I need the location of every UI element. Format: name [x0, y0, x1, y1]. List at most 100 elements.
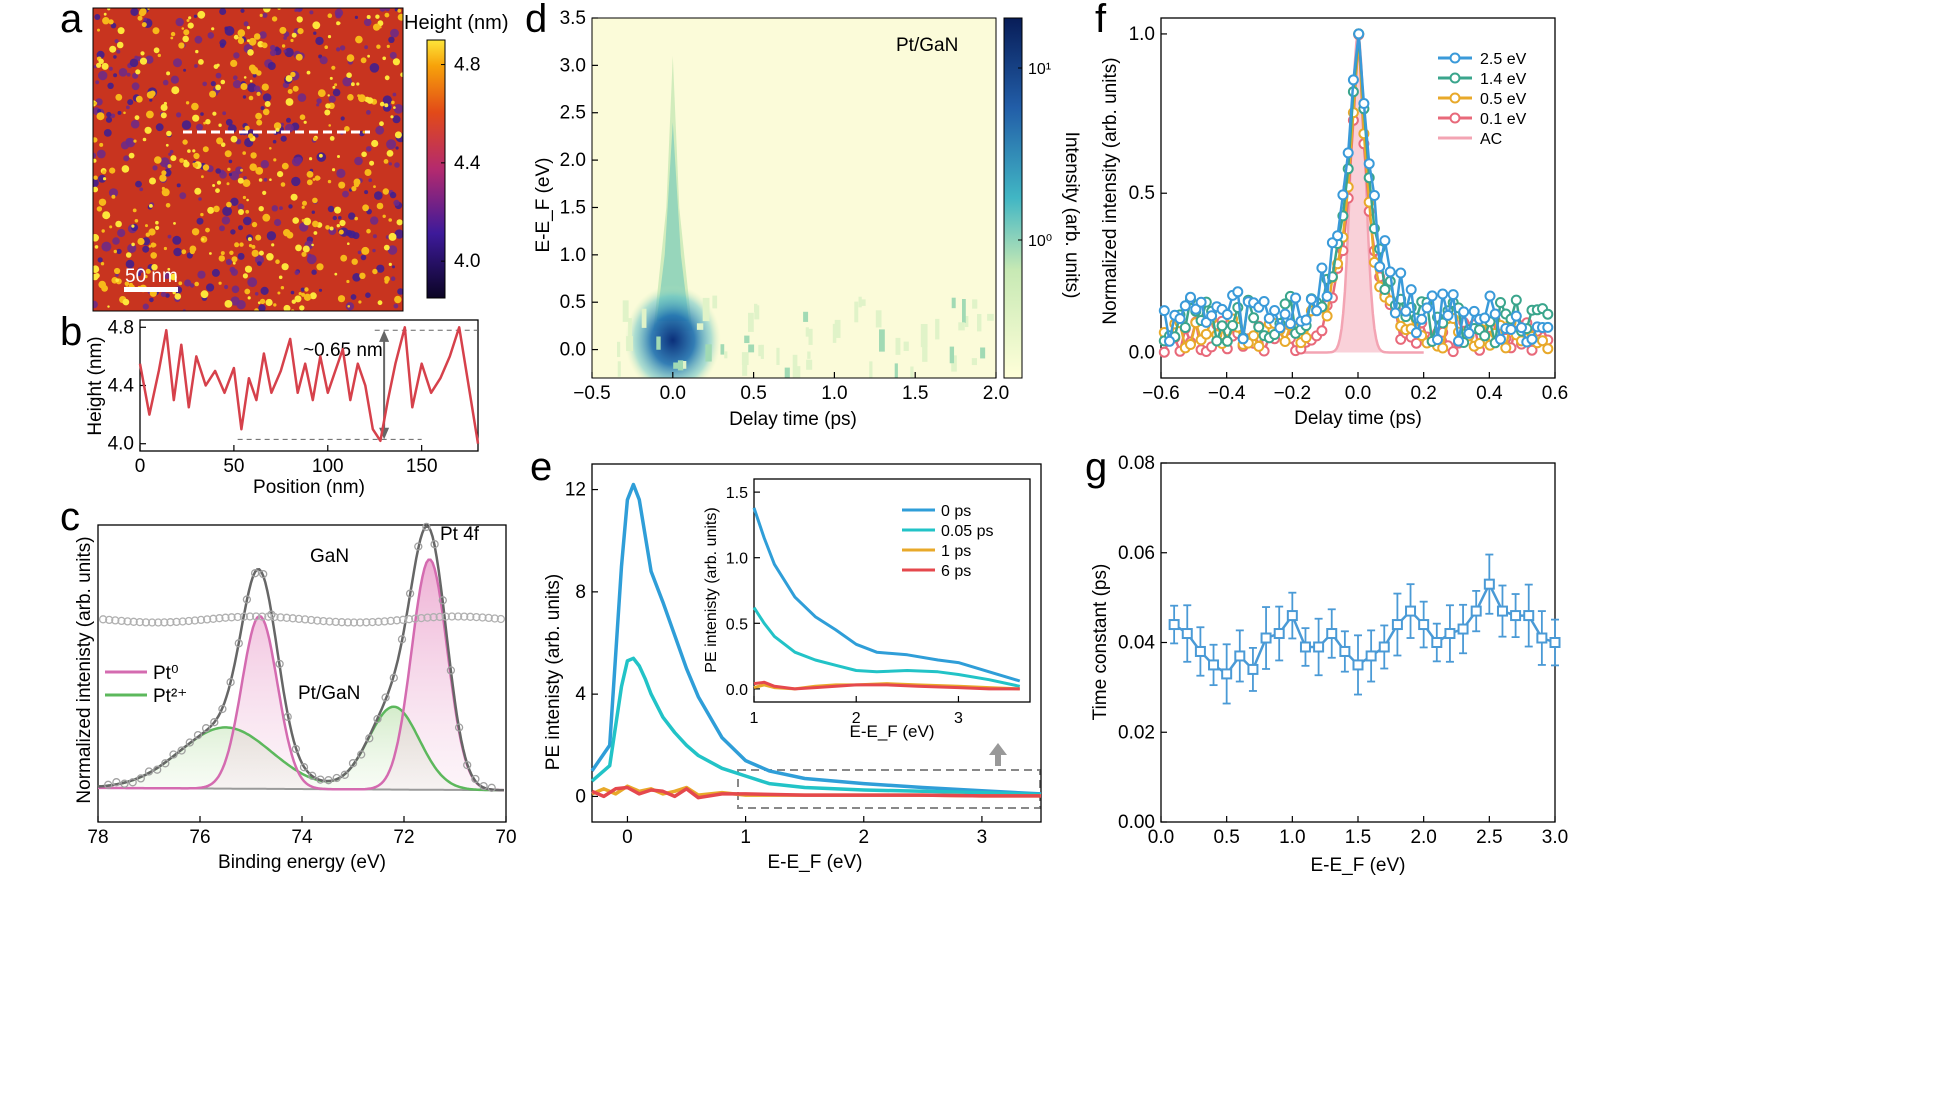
afm-grain: [123, 111, 126, 115]
afm-grain: [146, 110, 154, 119]
e-inset-ytick-label: 0.0: [726, 682, 748, 699]
afm-valley: [375, 125, 385, 135]
panel-label-a: a: [60, 0, 83, 41]
afm-valley: [392, 92, 397, 97]
f-series-point: [1405, 284, 1417, 296]
afm-grain: [249, 163, 257, 171]
afm-grain: [386, 150, 394, 157]
b-xlabel: Position (nm): [253, 477, 365, 498]
afm-grain: [99, 142, 104, 147]
afm-valley: [334, 8, 344, 17]
afm-grain: [351, 186, 357, 192]
afm-valley: [328, 95, 336, 103]
c-ptgan-point: [104, 780, 113, 789]
afm-grain: [388, 218, 393, 222]
f-legend-marker: [1449, 92, 1461, 104]
afm-valley: [365, 292, 371, 299]
d-noise-pixel: [673, 362, 680, 369]
afm-valley: [315, 36, 324, 46]
g-xtick-label: 0.5: [1213, 827, 1239, 848]
afm-grain: [303, 120, 307, 124]
f-series-point: [1510, 294, 1522, 306]
afm-valley: [125, 259, 135, 269]
c-ptgan-point: [234, 639, 243, 648]
afm-valley: [210, 81, 216, 87]
f-series-point: [1269, 305, 1281, 316]
afm-valley: [291, 176, 301, 187]
afm-grain: [182, 139, 188, 145]
afm-valley: [228, 172, 232, 177]
afm-grain: [247, 39, 250, 43]
c-gan-point: [209, 614, 218, 623]
c-gan-point: [215, 614, 224, 623]
g-series-point: [1391, 619, 1403, 631]
c-gan-point: [404, 615, 414, 624]
panel-label-d: d: [525, 0, 547, 41]
c-ptgan-point: [291, 744, 301, 754]
afm-valley: [232, 80, 242, 89]
afm-grain: [96, 62, 102, 68]
afm-grain: [275, 259, 280, 265]
panel-a: 50 nm Height (nm) 4.0 4.4 4.8: [92, 7, 508, 312]
f-series-point: [1190, 303, 1202, 315]
afm-valley: [108, 188, 119, 198]
afm-valley: [96, 149, 106, 159]
afm-grain: [292, 217, 300, 224]
d-noise-pixel: [903, 341, 909, 351]
afm-valley: [113, 55, 117, 59]
afm-valley: [243, 21, 249, 27]
afm-valley: [126, 105, 130, 110]
g-ytick-label: 0.04: [1118, 633, 1155, 654]
c-gan-point: [294, 614, 304, 624]
afm-grain: [271, 16, 278, 22]
afm-grain: [354, 216, 359, 221]
d-ytick-label: 0.5: [560, 292, 586, 313]
c-gan-point: [319, 616, 328, 626]
afm-grain: [237, 177, 244, 184]
afm-grain: [218, 281, 222, 285]
e-ytick-label: 8: [575, 582, 586, 603]
afm-grain: [230, 59, 238, 67]
afm-valley: [170, 75, 179, 84]
e-legend-label: 0 ps: [941, 503, 971, 520]
afm-grain: [205, 119, 211, 125]
afm-valley: [229, 266, 236, 273]
c-gan-point: [374, 617, 383, 626]
afm-grain: [255, 234, 262, 241]
d-ytick-label: 2.0: [560, 150, 586, 171]
f-legend-marker: [1449, 112, 1461, 124]
d-ylabel: E-E_F (eV): [533, 157, 554, 252]
afm-valley: [237, 252, 245, 260]
afm-grain: [290, 71, 296, 78]
afm-valley: [197, 270, 206, 279]
afm-valley: [366, 146, 372, 152]
afm-valley: [207, 32, 215, 39]
c-xtick-label: 70: [495, 827, 516, 848]
e-inset-ytick-label: 0.5: [726, 616, 748, 633]
g-series-point: [1457, 623, 1469, 635]
f-series-point: [1542, 308, 1554, 320]
afm-grain: [201, 175, 204, 179]
afm-grain: [273, 122, 282, 130]
e-series-line: [591, 785, 1041, 800]
c-ptgan-point: [193, 730, 203, 740]
c-gan-point: [264, 612, 273, 621]
c-gan-point: [98, 615, 108, 624]
g-xtick-label: 3.0: [1542, 827, 1568, 848]
afm-valley: [283, 36, 287, 40]
afm-valley: [296, 8, 303, 13]
afm-grain: [338, 22, 341, 25]
d-noise-pixel: [754, 303, 758, 312]
afm-valley: [266, 231, 277, 241]
c-gan-point: [172, 617, 181, 627]
afm-valley: [313, 31, 317, 35]
d-noise-pixel: [641, 308, 647, 328]
panel-e: E-E_F (eV) PE intenisty (arb. units) E-E…: [543, 463, 1042, 873]
d-xtick-label: 0.0: [660, 383, 686, 404]
panel-label-b: b: [60, 310, 82, 354]
afm-grain: [251, 249, 259, 257]
c-gan-point: [147, 618, 157, 627]
afm-grain: [239, 242, 244, 247]
f-series-point: [1253, 340, 1265, 352]
afm-grain: [137, 15, 143, 21]
